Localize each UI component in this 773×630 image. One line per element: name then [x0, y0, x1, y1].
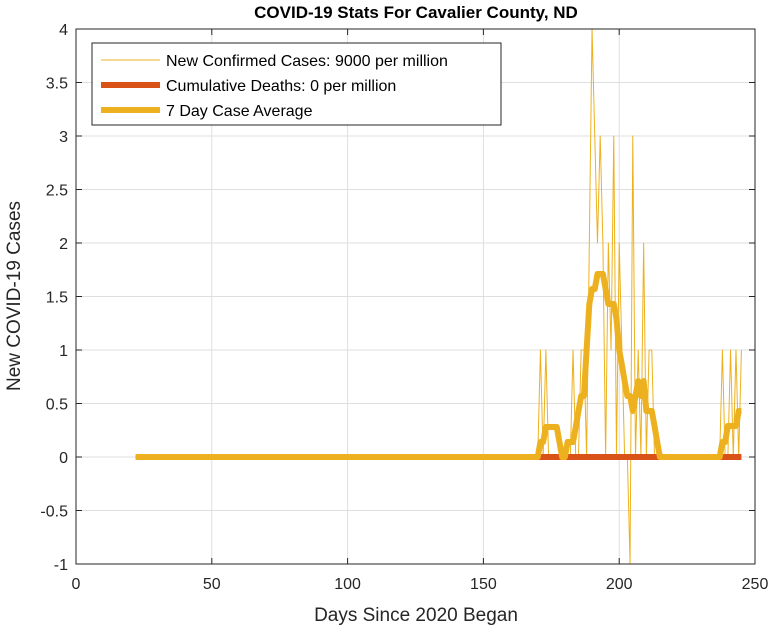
y-tick-label: -0.5: [40, 504, 68, 521]
series-layer: [135, 29, 742, 564]
y-tick-label: 4: [59, 22, 68, 39]
y-tick-label: 0.5: [46, 397, 68, 414]
x-tick-label: 0: [72, 576, 81, 593]
y-tick-label: 1.5: [46, 290, 68, 307]
x-tick-label: 150: [470, 576, 497, 593]
legend-box: [91, 42, 502, 126]
y-tick-label: 3.5: [46, 76, 68, 93]
x-tick-label: 200: [606, 576, 633, 593]
y-axis-label: New COVID-19 Cases: [4, 201, 25, 391]
chart-title: COVID-19 Stats For Cavalier County, ND: [254, 3, 578, 22]
x-ticks: 0 50 100 150 200 250: [72, 29, 769, 593]
x-tick-label: 50: [203, 576, 221, 593]
legend-label-deaths: Cumulative Deaths: 0 per million: [166, 78, 396, 95]
y-tick-label: -1: [54, 557, 68, 574]
legend-label-7day-average: 7 Day Case Average: [166, 103, 313, 120]
x-tick-label: 100: [334, 576, 361, 593]
plot-area: [135, 29, 742, 564]
x-tick-label: 250: [742, 576, 769, 593]
legend-label-new-cases: New Confirmed Cases: 9000 per million: [166, 53, 448, 70]
y-tick-label: 2: [59, 236, 68, 253]
y-tick-label: 0: [59, 450, 68, 467]
legend: New Confirmed Cases: 9000 per million Cu…: [91, 42, 502, 126]
series-7day-case-average: [135, 271, 742, 460]
y-tick-label: 1: [59, 343, 68, 360]
y-ticks: -1 -0.5 0 0.5 1 1.5 2 2.5 3 3.5 4: [40, 22, 755, 574]
y-tick-label: 3: [59, 129, 68, 146]
x-axis-label: Days Since 2020 Began: [314, 605, 518, 626]
y-tick-label: 2.5: [46, 183, 68, 200]
